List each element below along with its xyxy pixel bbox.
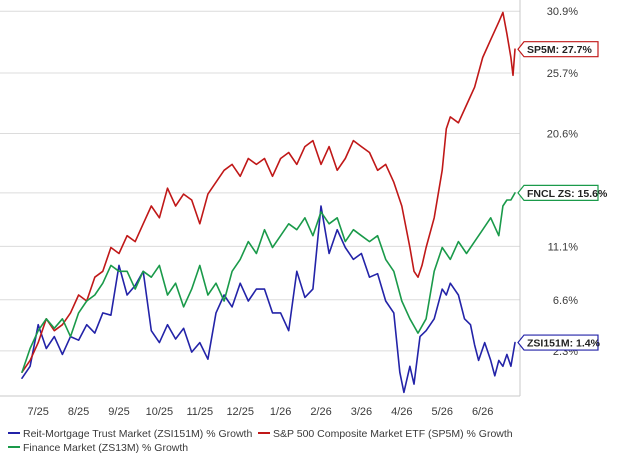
x-tick-label: 3/26 xyxy=(351,406,372,418)
y-tick-label: 6.6% xyxy=(553,295,578,307)
x-tick-label: 5/26 xyxy=(432,406,453,418)
y-tick-label: 11.1% xyxy=(548,241,579,253)
end-label-1: SP5M: 27.7% xyxy=(517,41,599,58)
end-label-text: FNCL ZS: 15.6% xyxy=(527,188,608,200)
y-tick-label: 30.9% xyxy=(547,6,578,18)
end-label-2: FNCL ZS: 15.6% xyxy=(517,184,608,202)
x-tick-labels: 7/25 8/25 9/25 10/25 11/25 12/25 1/26 2/26 3/26 4… xyxy=(27,406,493,418)
plot-area xyxy=(0,0,520,396)
x-tick-label: 10/25 xyxy=(146,406,174,418)
legend-label: Reit-Mortgage Trust Market (ZSI151M) % G… xyxy=(23,428,252,440)
legend: Reit-Mortgage Trust Market (ZSI151M) % G… xyxy=(8,428,513,454)
end-value-labels: ZSI151M: 1.4% SP5M: 27.7% FNCL ZS: 15.6% xyxy=(517,41,608,351)
x-tick-label: 11/25 xyxy=(186,406,213,418)
x-tick-label: 4/26 xyxy=(391,406,412,418)
end-label-text: SP5M: 27.7% xyxy=(527,44,592,56)
end-label-box xyxy=(517,334,599,351)
end-label-0: ZSI151M: 1.4% xyxy=(517,334,601,351)
x-tick-label: 2/26 xyxy=(310,406,331,418)
series-line-2 xyxy=(21,192,516,374)
legend-item-1: S&P 500 Composite Market ETF (SP5M) % Gr… xyxy=(258,428,513,440)
legend-item-2: Finance Market (ZS13M) % Growth xyxy=(8,442,188,454)
x-tick-label: 12/25 xyxy=(226,406,254,418)
y-tick-label: 25.7% xyxy=(547,68,578,80)
x-tick-label: 6/26 xyxy=(472,406,493,418)
x-tick-label: 8/25 xyxy=(68,406,89,418)
series-lines xyxy=(21,11,516,394)
legend-item-0: Reit-Mortgage Trust Market (ZSI151M) % G… xyxy=(8,428,252,440)
end-label-box xyxy=(517,41,599,58)
end-label-box xyxy=(517,184,599,202)
y-tick-labels: 30.9%25.7%20.6%15.6%11.1%6.6%2.3% xyxy=(547,6,578,358)
x-tick-label: 9/25 xyxy=(108,406,129,418)
series-line-1 xyxy=(21,11,516,374)
legend-label: S&P 500 Composite Market ETF (SP5M) % Gr… xyxy=(273,428,513,440)
end-label-text: ZSI151M: 1.4% xyxy=(527,338,601,350)
x-tick-label: 1/26 xyxy=(270,406,291,418)
series-line-0 xyxy=(21,205,516,394)
x-tick-label: 7/25 xyxy=(27,406,48,418)
y-tick-label: 20.6% xyxy=(547,129,578,141)
legend-label: Finance Market (ZS13M) % Growth xyxy=(23,442,188,454)
